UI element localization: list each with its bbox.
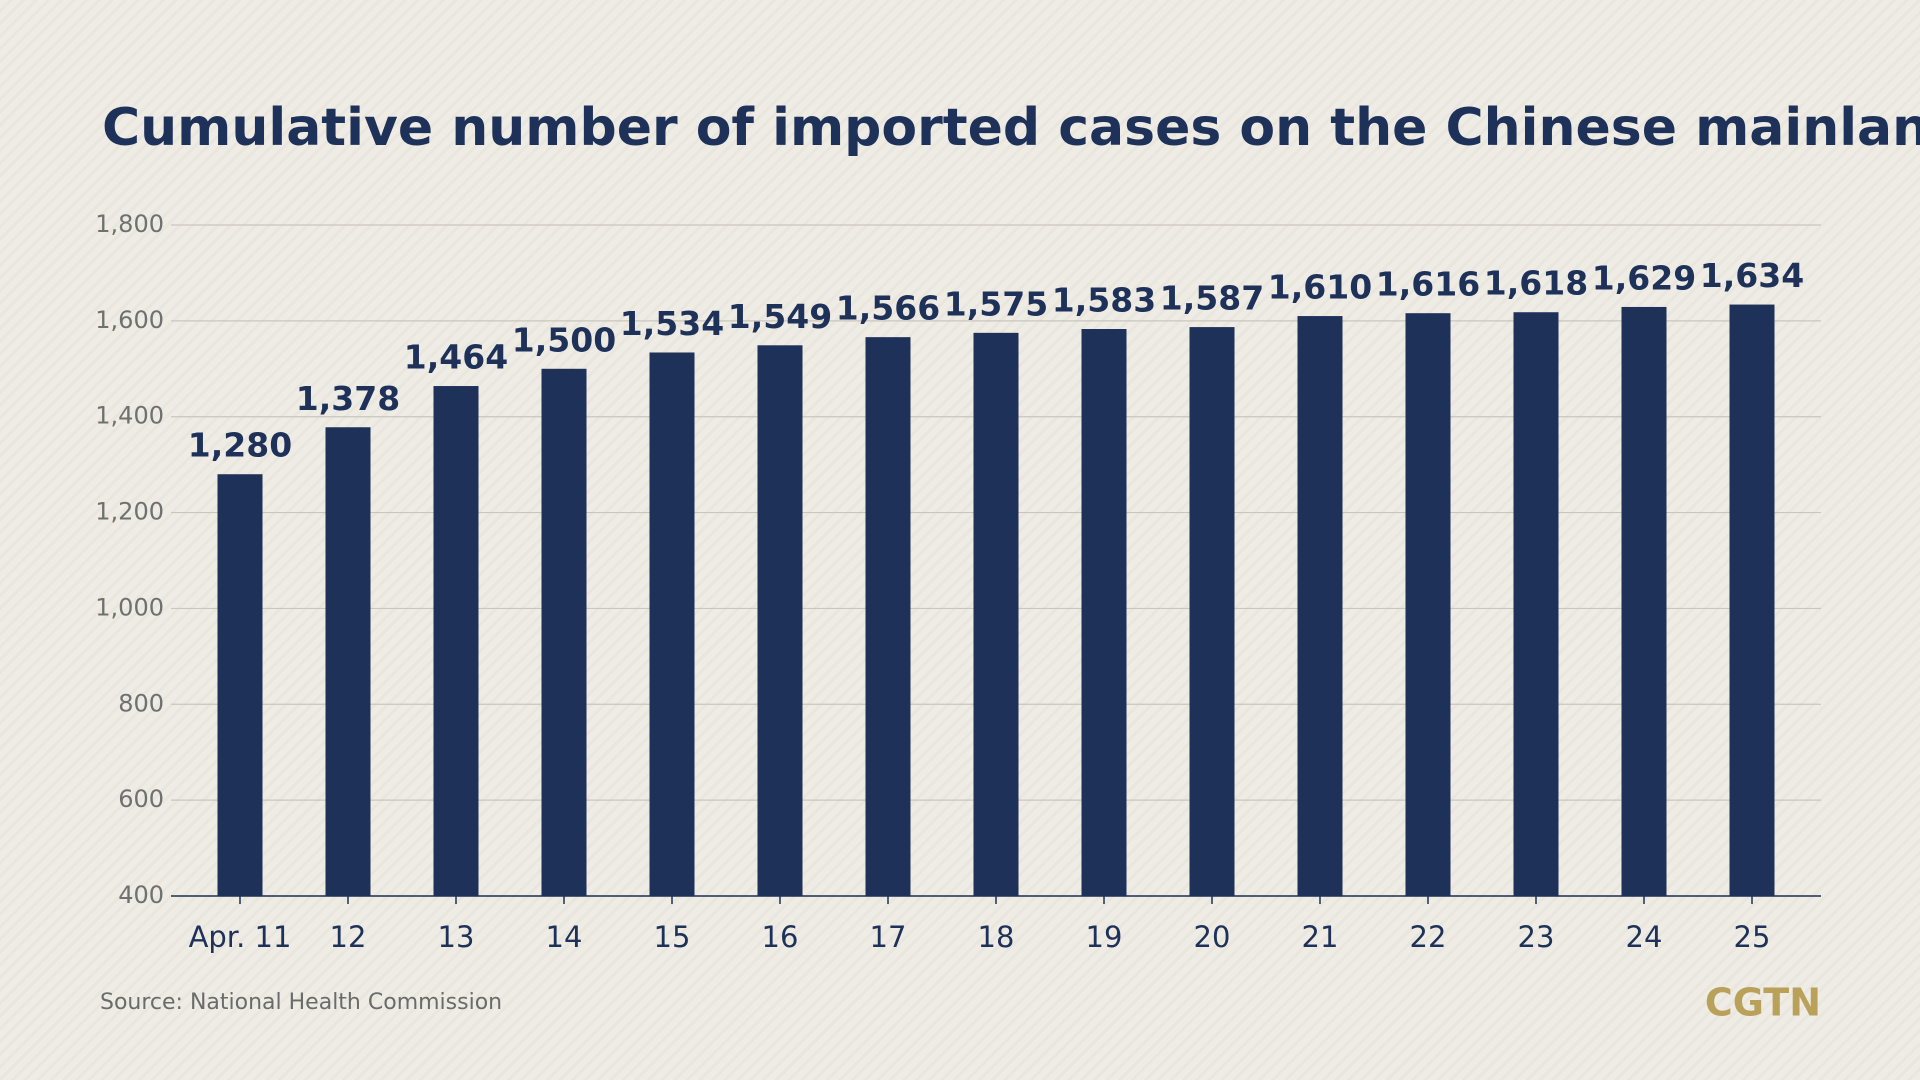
x-tick-label: 16 [762, 920, 799, 954]
x-tick-label: 25 [1734, 920, 1771, 954]
x-tick-label: Apr. 11 [189, 920, 292, 954]
y-tick-label: 1,000 [95, 593, 164, 621]
x-tick-label: 15 [654, 920, 691, 954]
y-tick-label: 1,200 [95, 498, 164, 526]
bar [1081, 329, 1127, 896]
value-label: 1,616 [1376, 265, 1480, 304]
value-label: 1,549 [728, 297, 832, 336]
chart-title: Cumulative number of imported cases on t… [102, 98, 1920, 158]
source-note: Source: National Health Commission [100, 990, 502, 1015]
value-label: 1,583 [1052, 281, 1156, 320]
y-tick-label: 600 [118, 785, 164, 813]
x-tick-label: 24 [1626, 920, 1663, 954]
x-tick-label: 17 [870, 920, 907, 954]
x-tick-label: 21 [1302, 920, 1339, 954]
value-label: 1,610 [1268, 268, 1372, 307]
x-tick-label: 14 [546, 920, 583, 954]
bar [217, 474, 263, 896]
bar [433, 386, 479, 896]
x-tick-label: 23 [1518, 920, 1555, 954]
logo: CGTN [1705, 981, 1821, 1025]
value-label: 1,634 [1700, 256, 1804, 295]
y-tick-label: 1,400 [95, 402, 164, 430]
x-tick-label: 19 [1086, 920, 1123, 954]
y-tick-label: 1,600 [95, 306, 164, 334]
value-label: 1,629 [1592, 258, 1696, 297]
bar [1189, 327, 1235, 896]
bar [541, 368, 587, 896]
bar [1297, 316, 1343, 896]
x-tick-label: 18 [978, 920, 1015, 954]
bar [1729, 304, 1775, 897]
x-tick-label: 20 [1194, 920, 1231, 954]
value-label: 1,500 [512, 320, 616, 359]
bar [757, 345, 803, 896]
bar [1513, 312, 1559, 897]
x-tick-label: 22 [1410, 920, 1447, 954]
bar [325, 427, 371, 896]
value-label: 1,618 [1484, 264, 1588, 303]
bar [1405, 313, 1451, 896]
bar [649, 352, 695, 896]
y-tick-label: 400 [118, 881, 164, 909]
value-label: 1,280 [188, 426, 292, 465]
x-tick-label: 12 [330, 920, 367, 954]
x-tick-label: 13 [438, 920, 475, 954]
value-label: 1,378 [296, 379, 400, 418]
value-label: 1,575 [944, 284, 1048, 323]
value-label: 1,566 [836, 289, 940, 328]
value-label: 1,587 [1160, 279, 1264, 318]
bar [973, 332, 1019, 896]
y-tick-label: 800 [118, 689, 164, 717]
value-label: 1,464 [404, 338, 508, 377]
y-tick-label: 1,800 [95, 210, 164, 238]
value-label: 1,534 [620, 304, 724, 343]
bar [865, 337, 911, 897]
bar [1621, 306, 1667, 896]
